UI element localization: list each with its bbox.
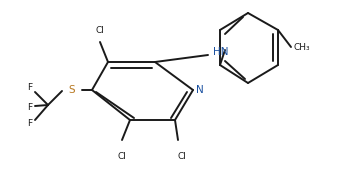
Text: Cl: Cl — [118, 152, 127, 161]
Text: S: S — [69, 85, 75, 95]
Text: N: N — [196, 85, 204, 95]
Text: Cl: Cl — [96, 26, 104, 35]
Text: Cl: Cl — [178, 152, 187, 161]
Text: F: F — [27, 118, 32, 128]
Text: CH₃: CH₃ — [294, 43, 311, 52]
Text: F: F — [27, 102, 32, 112]
Text: F: F — [27, 84, 32, 93]
Text: HN: HN — [213, 47, 228, 57]
